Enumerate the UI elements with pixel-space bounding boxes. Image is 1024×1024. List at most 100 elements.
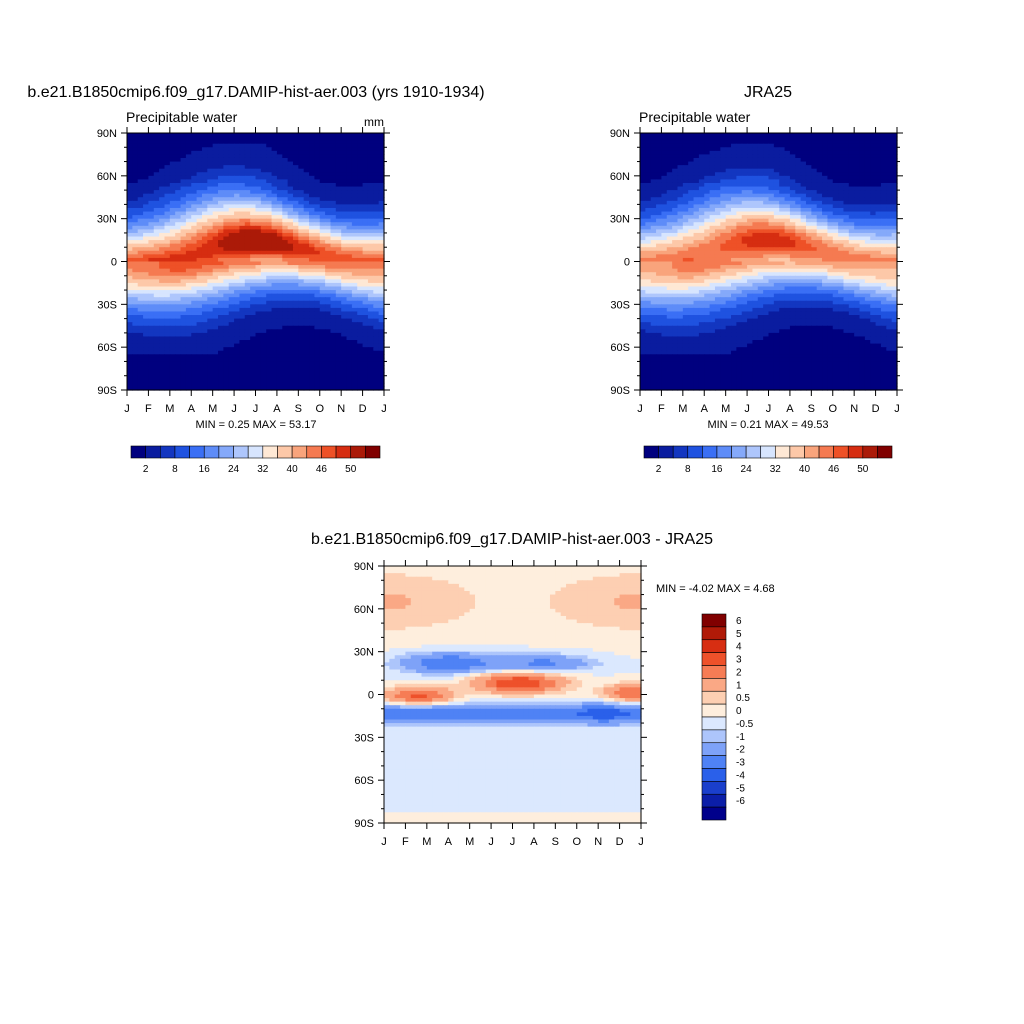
heatmap-cell: [656, 179, 662, 183]
heatmap-cell: [261, 197, 267, 201]
heatmap-cell: [202, 283, 208, 287]
heatmap-cell: [191, 158, 197, 162]
heatmap-cell: [218, 226, 224, 230]
heatmap-cell: [239, 279, 245, 283]
heatmap-cell: [261, 276, 267, 280]
heatmap-cell: [132, 229, 138, 233]
heatmap-cell: [245, 144, 251, 148]
heatmap-cell: [148, 329, 154, 333]
heatmap-cell: [314, 369, 320, 373]
heatmap-cell: [645, 162, 651, 166]
heatmap-cell: [688, 201, 694, 205]
heatmap-cell: [191, 154, 197, 158]
heatmap-cell: [304, 251, 310, 255]
heatmap-cell: [731, 226, 737, 230]
heatmap-cell: [277, 251, 283, 255]
heatmap-cell: [683, 147, 689, 151]
heatmap-cell: [843, 187, 849, 191]
heatmap-cell: [229, 258, 235, 262]
heatmap-cell: [352, 354, 358, 358]
heatmap-cell: [143, 283, 149, 287]
heatmap-cell: [154, 279, 160, 283]
heatmap-cell: [320, 212, 326, 216]
heatmap-cell: [309, 140, 315, 144]
heatmap-cell: [341, 133, 347, 137]
heatmap-cell: [175, 194, 181, 198]
heatmap-cell: [175, 179, 181, 183]
heatmap-cell: [667, 226, 673, 230]
heatmap-cell: [854, 204, 860, 208]
heatmap-cell: [261, 226, 267, 230]
heatmap-cell: [207, 140, 213, 144]
heatmap-cell: [688, 233, 694, 237]
heatmap-cell: [330, 262, 336, 266]
heatmap-cell: [801, 187, 807, 191]
heatmap-cell: [661, 133, 667, 137]
heatmap-cell: [186, 133, 192, 137]
heatmap-cell: [148, 244, 154, 248]
heatmap-cell: [651, 190, 657, 194]
heatmap-cell: [651, 147, 657, 151]
heatmap-cell: [288, 251, 294, 255]
heatmap-cell: [357, 319, 363, 323]
heatmap-cell: [320, 297, 326, 301]
heatmap-cell: [218, 265, 224, 269]
heatmap-cell: [202, 361, 208, 365]
heatmap-cell: [223, 269, 229, 273]
heatmap-cell: [261, 254, 267, 258]
heatmap-cell: [197, 240, 203, 244]
heatmap-cell: [213, 344, 219, 348]
heatmap-cell: [726, 215, 732, 219]
heatmap-cell: [720, 169, 726, 173]
heatmap-cell: [132, 336, 138, 340]
heatmap-cell: [154, 219, 160, 223]
heatmap-cell: [288, 379, 294, 383]
heatmap-cell: [341, 326, 347, 330]
heatmap-cell: [320, 240, 326, 244]
heatmap-cell: [672, 183, 678, 187]
heatmap-cell: [186, 233, 192, 237]
heatmap-cell: [154, 297, 160, 301]
heatmap-cell: [159, 133, 165, 137]
heatmap-cell: [213, 279, 219, 283]
heatmap-cell: [164, 354, 170, 358]
heatmap-cell: [272, 347, 278, 351]
heatmap-cell: [186, 176, 192, 180]
heatmap-cell: [731, 165, 737, 169]
heatmap-cell: [320, 301, 326, 305]
heatmap-cell: [293, 226, 299, 230]
heatmap-cell: [694, 165, 700, 169]
colorbar-swatch: [336, 446, 351, 458]
heatmap-cell: [282, 176, 288, 180]
heatmap-cell: [298, 183, 304, 187]
heatmap-cell: [314, 151, 320, 155]
heatmap-cell: [827, 144, 833, 148]
heatmap-cell: [218, 151, 224, 155]
heatmap-cell: [667, 233, 673, 237]
heatmap-cell: [688, 144, 694, 148]
colorbar-swatch: [292, 446, 307, 458]
heatmap-cell: [207, 297, 213, 301]
heatmap-cell: [330, 165, 336, 169]
heatmap-cell: [143, 179, 149, 183]
heatmap-cell: [699, 140, 705, 144]
heatmap-cell: [373, 329, 379, 333]
heatmap-cell: [704, 154, 710, 158]
heatmap-cell: [218, 258, 224, 262]
heatmap-cell: [250, 144, 256, 148]
heatmap-cell: [213, 226, 219, 230]
heatmap-cell: [197, 347, 203, 351]
heatmap-cell: [801, 204, 807, 208]
heatmap-cell: [298, 336, 304, 340]
heatmap-cell: [148, 340, 154, 344]
heatmap-cell: [181, 147, 187, 151]
heatmap-cell: [704, 187, 710, 191]
heatmap-cell: [785, 208, 791, 212]
heatmap-cell: [143, 383, 149, 387]
heatmap-cell: [261, 301, 267, 305]
heatmap-cell: [218, 201, 224, 205]
x-tick-label: S: [295, 403, 302, 415]
heatmap-cell: [164, 304, 170, 308]
heatmap-cell: [694, 151, 700, 155]
heatmap-cell: [191, 333, 197, 337]
